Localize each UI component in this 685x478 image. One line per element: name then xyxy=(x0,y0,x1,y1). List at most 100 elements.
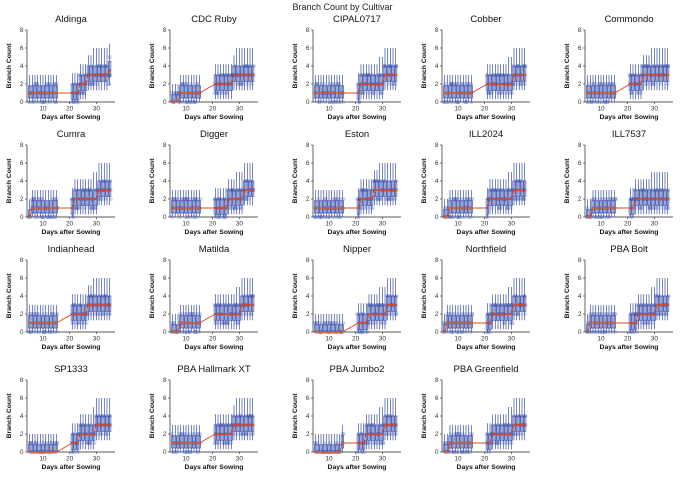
median-point xyxy=(650,73,653,77)
y-tick-label: 6 xyxy=(306,160,310,167)
observation-point xyxy=(48,100,53,104)
y-tick-label: 0 xyxy=(578,214,582,221)
median-point xyxy=(631,321,635,325)
median-point xyxy=(448,206,452,210)
panel-title: PBA Jumbo2 xyxy=(330,364,385,375)
median-point xyxy=(647,312,651,316)
observation-point xyxy=(603,197,608,201)
observation-point xyxy=(460,82,465,86)
observation-point xyxy=(448,432,453,436)
panel-title: Aldinga xyxy=(55,14,87,25)
median-point xyxy=(499,82,502,86)
y-tick-label: 6 xyxy=(306,395,310,402)
median-point xyxy=(462,91,465,95)
observation-point xyxy=(610,197,615,201)
x-tick-label: 10 xyxy=(39,221,47,228)
y-tick-label: 8 xyxy=(578,142,582,149)
x-tick-label: 30 xyxy=(379,336,387,343)
observation-point xyxy=(386,197,391,201)
median-point xyxy=(198,321,201,325)
box-body xyxy=(394,295,398,312)
x-tick-label: 20 xyxy=(352,336,360,343)
observation-point xyxy=(514,432,519,436)
observation-point xyxy=(46,215,51,219)
box-body xyxy=(469,200,473,214)
median-point xyxy=(89,197,93,201)
median-point xyxy=(248,423,252,427)
y-axis-label: Branch Count xyxy=(421,393,428,439)
y-tick-label: 6 xyxy=(435,275,439,282)
median-point xyxy=(383,73,387,77)
median-point xyxy=(338,330,341,334)
median-point xyxy=(518,188,521,192)
observation-point xyxy=(194,100,199,104)
observation-point xyxy=(327,321,332,325)
median-point xyxy=(103,303,106,307)
observation-point xyxy=(642,321,647,325)
median-point xyxy=(195,321,198,325)
panel-title: CDC Ruby xyxy=(191,14,237,25)
median-point xyxy=(230,432,233,436)
median-point xyxy=(317,330,320,334)
observation-point xyxy=(609,197,614,201)
observation-point xyxy=(599,82,604,86)
median-point xyxy=(370,432,373,436)
y-tick-label: 8 xyxy=(578,27,582,34)
x-tick-label: 20 xyxy=(481,221,489,228)
median-point xyxy=(391,303,395,307)
median-point xyxy=(79,197,82,201)
observation-point xyxy=(216,441,221,445)
median-point xyxy=(89,73,93,77)
observation-point xyxy=(183,450,188,454)
median-point xyxy=(658,303,661,307)
x-tick-label: 10 xyxy=(454,336,462,343)
observation-point xyxy=(468,330,473,334)
median-point xyxy=(232,312,236,316)
median-point xyxy=(666,73,669,77)
observation-point xyxy=(465,82,470,86)
observation-point xyxy=(322,82,327,86)
median-point xyxy=(642,312,645,316)
median-point xyxy=(182,441,185,445)
median-point xyxy=(341,441,344,445)
x-tick-label: 20 xyxy=(624,221,632,228)
observation-point xyxy=(46,82,51,86)
median-point xyxy=(655,197,659,201)
median-point xyxy=(591,91,595,95)
median-point xyxy=(33,450,37,454)
median-point xyxy=(389,188,392,192)
median-point xyxy=(100,188,103,192)
observation-point xyxy=(223,215,228,219)
y-tick-label: 4 xyxy=(306,413,310,420)
observation-point xyxy=(334,197,339,201)
observation-point xyxy=(644,82,649,86)
box-body xyxy=(509,424,513,441)
observation-point xyxy=(394,312,399,316)
observation-point xyxy=(338,100,343,104)
median-point xyxy=(454,206,457,210)
median-point xyxy=(238,312,241,316)
median-point xyxy=(319,450,323,454)
median-point xyxy=(470,206,473,210)
observation-point xyxy=(33,441,38,445)
y-tick-label: 4 xyxy=(306,63,310,70)
median-point xyxy=(227,82,230,86)
box-body xyxy=(394,415,398,432)
observation-point xyxy=(179,432,184,436)
median-point xyxy=(464,441,468,445)
observation-point xyxy=(500,91,505,95)
median-point xyxy=(190,441,193,445)
observation-point xyxy=(225,321,230,325)
observation-point xyxy=(359,330,364,334)
y-tick-label: 6 xyxy=(435,395,439,402)
x-axis-label: Days after Sowing xyxy=(457,344,516,351)
y-axis-label: Branch Count xyxy=(6,158,13,204)
x-tick-label: 30 xyxy=(508,221,516,228)
observation-point xyxy=(54,82,59,86)
box-body xyxy=(340,85,344,99)
median-point xyxy=(520,423,524,427)
x-axis-label: Days after Sowing xyxy=(42,229,101,236)
